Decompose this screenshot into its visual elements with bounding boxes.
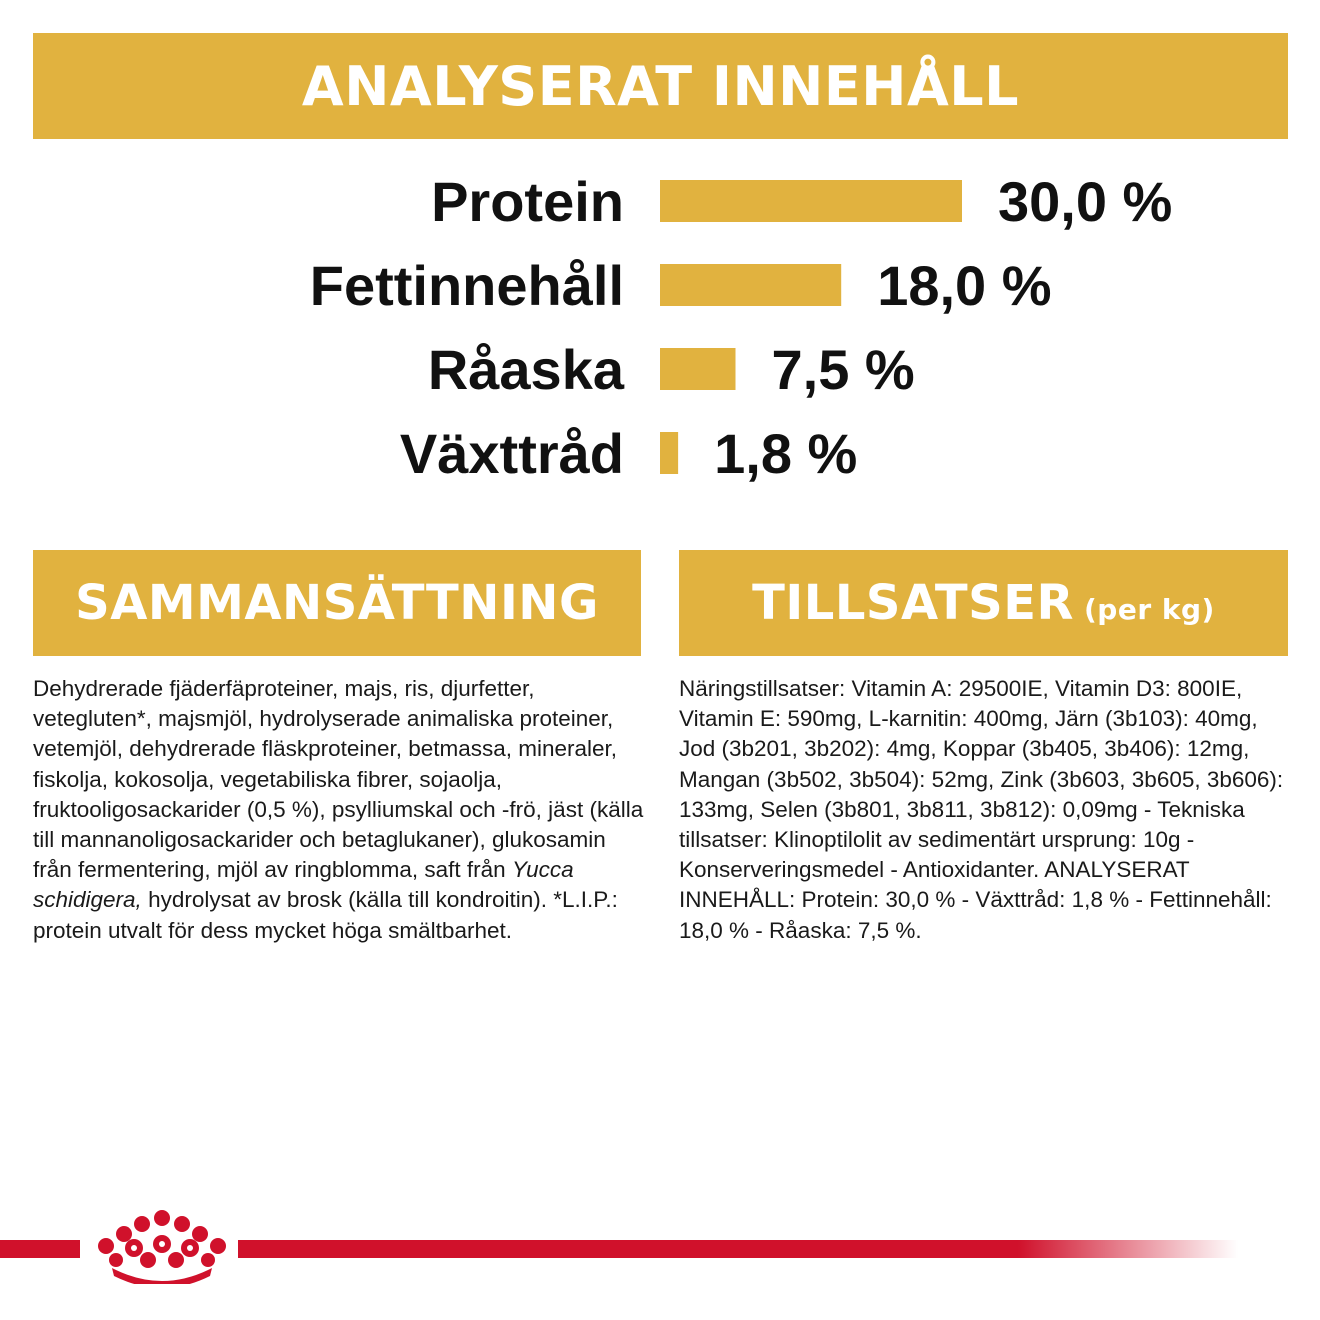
additives-text: Näringstillsatser: Vitamin A: 29500IE, V… bbox=[679, 676, 1284, 943]
composition-text-part2: hydrolysat av brosk (källa till kondroit… bbox=[33, 887, 618, 943]
additives-unit: (per kg) bbox=[1083, 592, 1215, 626]
composition-title: SAMMANSÄTTNING bbox=[75, 575, 599, 631]
analyzed-content-header: ANALYSERAT INNEHÅLL bbox=[33, 33, 1288, 139]
category-label: Råaska bbox=[428, 338, 625, 401]
additives-header: TILLSATSER (per kg) bbox=[679, 550, 1288, 656]
composition-text-italic: Yucca schidigera, bbox=[33, 857, 574, 913]
composition-text: Dehydrerade fjäderfäproteiner, majs, ris… bbox=[33, 674, 645, 946]
bar bbox=[660, 432, 679, 474]
bar bbox=[660, 264, 842, 306]
crown-icon bbox=[98, 1210, 226, 1284]
value-label: 1,8 % bbox=[714, 422, 857, 485]
additives-title: TILLSATSER bbox=[752, 575, 1074, 631]
analyzed-content-title: ANALYSERAT INNEHÅLL bbox=[301, 54, 1020, 118]
value-label: 7,5 % bbox=[772, 338, 915, 401]
bar bbox=[660, 348, 736, 390]
footer-red-line-left bbox=[0, 1240, 80, 1258]
category-label: Fettinnehåll bbox=[310, 254, 624, 317]
category-label: Växttråd bbox=[400, 422, 624, 485]
nutrient-bar-chart: Protein 30,0 % Fettinnehåll 18,0 % Råaska 7,5… bbox=[310, 170, 1173, 485]
composition-text-part1: Dehydrerade fjäderfäproteiner, majs, ris… bbox=[33, 676, 644, 883]
value-label: 18,0 % bbox=[877, 254, 1051, 317]
value-label: 30,0 % bbox=[998, 170, 1172, 233]
footer-red-line-right bbox=[238, 1240, 1238, 1258]
composition-header: SAMMANSÄTTNING bbox=[33, 550, 641, 656]
bar bbox=[660, 180, 962, 222]
category-label: Protein bbox=[431, 170, 624, 233]
